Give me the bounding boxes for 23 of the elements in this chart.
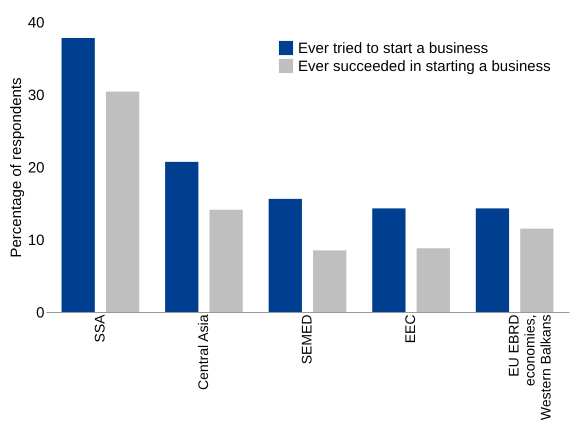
legend-label: Ever tried to start a business <box>298 40 488 57</box>
legend-label: Ever succeeded in starting a business <box>298 58 551 75</box>
y-tick-label: 0 <box>36 304 44 322</box>
bar <box>476 208 510 312</box>
y-tick-label: 30 <box>28 87 44 104</box>
y-tick-label: 40 <box>28 14 44 32</box>
x-tick-label: EEC <box>402 314 418 344</box>
bar <box>268 198 302 312</box>
x-tick-label: EU EBRD economies, Western Balkans <box>506 314 554 420</box>
x-tick-label: SEMED <box>298 314 314 364</box>
y-tick-label: 10 <box>28 232 44 249</box>
bar <box>520 228 554 312</box>
bar <box>209 210 243 312</box>
y-tick-label: 20 <box>28 160 44 176</box>
bar <box>416 248 450 312</box>
bar <box>313 250 346 312</box>
y-axis-title: Percentage of respondents <box>8 77 25 258</box>
x-tick-label: SSA <box>91 314 108 343</box>
bar <box>106 92 140 312</box>
bar <box>62 38 95 312</box>
x-tick-label: Central Asia <box>194 314 211 390</box>
bar <box>165 162 198 312</box>
bar <box>372 208 406 312</box>
